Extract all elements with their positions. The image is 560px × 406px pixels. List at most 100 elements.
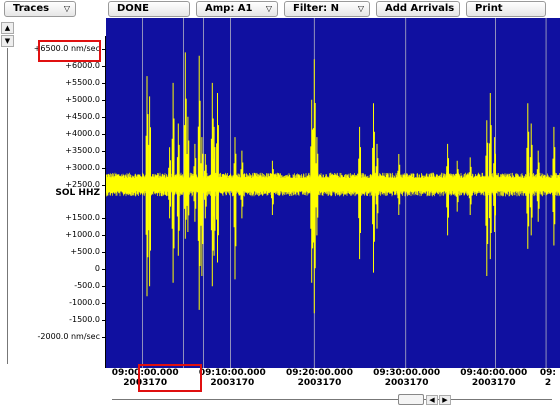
traces-menu[interactable]: Traces ▽ [4,1,76,17]
amplitude-tick-mark [102,82,106,84]
seismic-event-spike [240,150,244,219]
time-tick-label: 09:20:00.000 2003170 [274,368,364,388]
horizontal-scroll-track[interactable] [112,399,552,400]
amplitude-tick-label: +3500.0 [65,145,100,155]
chevron-down-icon: ▽ [63,4,70,13]
amplitude-tick-label: -1000.0 [69,298,100,308]
seismic-event-spike [176,123,180,256]
time-tick-label: 09: 2 [536,368,560,388]
chevron-down-icon: ▽ [265,4,272,13]
toolbar: Traces ▽ DONE Amp: A1 ▽ Filter: N ▽ Add … [0,0,560,20]
done-button-label: DONE [117,3,150,14]
seismic-event-spike [526,103,530,249]
amplitude-tick-label: +4500.0 [65,111,100,121]
seismic-event-spike [397,154,401,215]
amplitude-tick-mark [102,116,106,118]
time-tick-date: 2003170 [471,378,516,388]
seismic-event-spike [375,143,379,229]
amplitude-tick-mark [102,167,106,169]
amplitude-tick-label: +1000.0 [65,230,100,240]
amplitude-tick-mark [102,286,106,288]
seismic-event-spike [183,52,187,239]
add-arrivals-button[interactable]: Add Arrivals [376,1,460,17]
seismic-event-spike [216,93,219,263]
seismogram-trace-canvas [106,18,560,368]
seismic-event-spike [148,96,151,287]
amplitude-tick-label: +2500.0 [65,179,100,189]
amplitude-tick-mark [102,133,106,135]
seismic-event-spike [455,160,459,212]
seismic-event-spike [536,150,540,222]
amp-menu-label: Amp: A1 [205,3,253,14]
time-tick-time: 09: [539,368,556,378]
vertical-scroll-track[interactable] [7,48,8,364]
amplitude-axis: SOL HHZ +6500.0 nm/sec +6000.0 +5500.0 +500… [14,22,106,368]
seismic-event-spike [186,116,190,232]
horizontal-scrollbar[interactable]: ◀ ▶ [106,394,560,406]
filter-menu-label: Filter: N [293,3,340,14]
time-tick-label: 09:30:00.000 2003170 [362,368,452,388]
seismic-event-spike [372,103,375,273]
amplitude-tick-label: +4000.0 [65,128,100,138]
amp-menu[interactable]: Amp: A1 ▽ [196,1,278,17]
seismic-event-spike [271,160,274,215]
amplitude-scale-highlight [38,40,101,62]
seismic-event-spike [197,55,201,310]
print-button-label: Print [475,3,503,14]
seismogram-plot[interactable] [106,18,560,368]
time-tick-time: 09:40:00.000 [460,368,528,378]
horizontal-scroll-thumb[interactable] [398,394,424,405]
seismic-event-spike [200,137,204,276]
amplitude-tick-mark [102,235,106,237]
seismic-event-spike [315,137,319,236]
time-tick-label: 09:40:00.000 2003170 [449,368,539,388]
amplitude-tick-mark [102,320,106,322]
amplitude-tick-label: +1500.0 [65,213,100,223]
start-time-highlight [138,364,202,392]
seismic-event-spike [552,126,556,246]
print-button[interactable]: Print [466,1,546,17]
amplitude-tick-label: +5500.0 [65,77,100,87]
amplitude-tick-mark [102,150,106,152]
time-tick-time: 09:10:00.000 [198,368,266,378]
amplitude-tick-mark [102,337,106,338]
seismic-event-spike [468,157,472,215]
amplitude-tick-mark [102,218,106,220]
seismic-event-spike [488,93,492,260]
amplitude-tick-label: +6000.0 [65,60,100,70]
seismic-event-spike [485,120,489,276]
time-tick-date: 2003170 [384,378,429,388]
amplitude-tick-label: +5000.0 [65,94,100,104]
time-tick-time: 09:00:00.000 [111,368,179,378]
time-tick-date: 2 [544,378,552,388]
filter-menu[interactable]: Filter: N ▽ [284,1,370,17]
scroll-left-arrow-icon[interactable]: ◀ [426,395,438,405]
amplitude-tick-mark [102,184,106,186]
scroll-up-arrow-icon[interactable]: ▲ [1,22,14,34]
time-tick-date: 2003170 [123,378,168,388]
done-button[interactable]: DONE [108,1,190,17]
seismic-event-spike [529,123,533,236]
time-tick-label: 09:10:00.000 2003170 [187,368,277,388]
amplitude-tick-label: -2000.0 nm/sec [37,332,100,341]
amplitude-tick-mark [102,65,106,67]
vertical-scrollbar[interactable]: ▲ ▼ [1,22,14,368]
amplitude-tick-mark [102,269,106,271]
channel-label: SOL HHZ [55,188,100,198]
scroll-down-arrow-icon[interactable]: ▼ [1,35,14,47]
seismic-event-spike [212,126,216,256]
time-tick-time: 09:30:00.000 [373,368,441,378]
scroll-right-arrow-icon[interactable]: ▶ [439,395,451,405]
time-axis: 09:00:00.000 2003170 09:10:00.000 2003170 09… [106,368,560,394]
amplitude-tick-label: -500.0 [74,281,100,291]
amplitude-tick-mark [102,49,106,50]
amplitude-axis-line [105,36,106,368]
amplitude-tick-label: 0 [94,264,100,274]
time-tick-date: 2003170 [210,378,255,388]
add-arrivals-button-label: Add Arrivals [385,3,455,14]
seismic-event-spike [310,99,314,283]
seismic-event-spike [446,143,449,236]
amplitude-tick-mark [102,252,106,254]
amplitude-tick-label: -1500.0 [69,315,100,325]
seismic-event-spike [493,137,496,232]
